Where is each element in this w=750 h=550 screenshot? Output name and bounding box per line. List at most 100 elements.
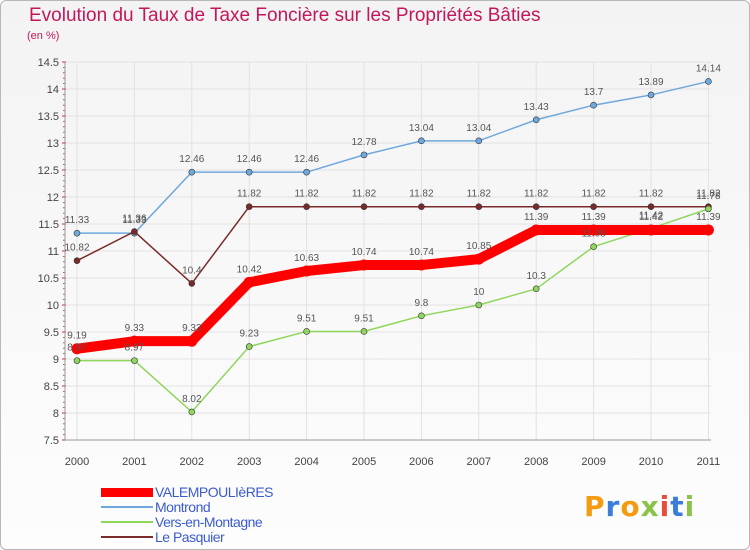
data-point-series-2: [532, 285, 540, 293]
data-label-series-0: 10.85: [466, 241, 491, 252]
data-label-series-1: 13.89: [638, 77, 663, 88]
data-label-series-1: 11.33: [65, 215, 90, 226]
data-point-series-2: [303, 328, 310, 335]
x-tick-label: 2001: [122, 456, 146, 468]
data-point-series-3: [188, 280, 196, 287]
data-label-series-1: 13.43: [524, 102, 549, 113]
logo-letter: r: [605, 490, 621, 523]
data-label-series-3: 11.82: [294, 189, 319, 200]
data-point-series-3: [418, 203, 425, 211]
logo-letter: P: [584, 490, 606, 523]
data-point-series-0: [473, 253, 485, 265]
data-point-series-2: [360, 328, 368, 335]
data-label-series-2: 9.51: [354, 313, 374, 324]
data-label-series-1: 13.04: [409, 123, 434, 134]
data-label-series-0: 9.33: [182, 323, 202, 334]
series-line-2: [76, 208, 710, 413]
y-tick-label: 13: [47, 138, 59, 150]
logo-letter: i: [659, 490, 671, 523]
data-point-series-0: [128, 335, 140, 347]
data-point-series-0: [702, 224, 714, 236]
y-tick-label: 9: [53, 354, 59, 366]
data-label-series-1: 13.7: [584, 87, 604, 98]
data-label-series-1: 13.04: [466, 123, 491, 134]
data-point-series-2: [418, 312, 425, 320]
data-label-series-2: 9.51: [297, 313, 317, 324]
data-point-series-1: [418, 137, 425, 145]
data-point-series-3: [590, 203, 597, 211]
data-label-series-0: 11.42: [639, 212, 664, 223]
x-tick-label: 2003: [237, 456, 261, 468]
x-tick-label: 2006: [409, 456, 433, 468]
series-line-3: [76, 205, 710, 285]
data-point-series-3: [532, 203, 540, 211]
data-label-series-3: 10.82: [64, 243, 89, 254]
x-tick-label: 2005: [352, 456, 376, 468]
data-label-series-0: 11.39: [524, 212, 549, 223]
data-label-series-1: 12.46: [179, 154, 204, 165]
data-point-series-3: [303, 203, 310, 211]
data-point-series-1: [360, 151, 368, 159]
data-point-series-3: [475, 203, 483, 211]
data-point-series-0: [243, 276, 255, 288]
data-label-series-2: 10: [473, 287, 485, 298]
legend-swatch: [101, 536, 153, 538]
legend-swatch: [101, 506, 153, 508]
y-tick-label: 12.5: [38, 165, 59, 177]
x-tick-label: 2007: [467, 456, 491, 468]
legend-label: VALEMPOULIèRES: [155, 484, 274, 500]
data-point-series-3: [360, 203, 368, 211]
series-line-0: [72, 224, 714, 354]
y-tick-label: 12: [47, 192, 59, 204]
x-tick-label: 2011: [697, 456, 721, 468]
data-point-series-1: [188, 168, 196, 176]
chart-unit-label: (en %): [27, 30, 60, 42]
y-tick-label: 8.5: [44, 381, 59, 393]
x-tick-label: 2009: [581, 456, 605, 468]
data-point-series-1: [475, 137, 483, 145]
data-point-series-1: [73, 229, 81, 237]
data-label-series-2: 11.08: [581, 229, 606, 240]
data-point-series-2: [705, 205, 712, 213]
proxiti-logo: Proxiti: [584, 490, 695, 523]
data-point-series-2: [188, 408, 196, 416]
legend-swatch: [101, 521, 153, 523]
data-label-series-2: 11.78: [696, 191, 721, 202]
y-tick-label: 11.5: [38, 219, 59, 231]
data-label-series-3: 10.4: [182, 265, 202, 276]
data-point-series-3: [131, 228, 138, 235]
data-label-series-2: 9.8: [414, 298, 428, 309]
data-label-series-2: 8.02: [182, 394, 202, 405]
y-tick-label: 14.5: [38, 57, 59, 69]
logo-letter: t: [670, 490, 685, 523]
data-label-series-0: 10.74: [409, 247, 434, 258]
x-tick-label: 2008: [524, 456, 548, 468]
data-label-series-3: 11.36: [122, 214, 147, 225]
data-point-series-3: [647, 203, 655, 211]
x-tick-label: 2010: [639, 456, 663, 468]
data-label-series-3: 11.82: [237, 189, 262, 200]
data-label-series-0: 10.63: [294, 253, 319, 264]
data-point-series-3: [73, 257, 81, 265]
logo-letter: i: [684, 490, 696, 523]
data-label-series-0: 9.19: [67, 331, 87, 342]
data-point-series-1: [647, 91, 655, 99]
logo-letter: x: [640, 490, 660, 523]
data-label-series-0: 11.39: [581, 212, 606, 223]
data-point-series-2: [475, 301, 483, 309]
data-label-series-3: 11.82: [352, 189, 377, 200]
series-line-1: [76, 80, 710, 234]
legend-label: Le Pasquier: [155, 529, 225, 545]
data-label-series-0: 10.74: [351, 247, 376, 258]
data-label-series-3: 11.82: [696, 189, 721, 200]
y-tick-label: 7.5: [44, 435, 59, 447]
data-point-series-2: [73, 357, 81, 364]
data-label-series-1: 14.14: [696, 63, 721, 74]
data-label-series-1: 11.33: [122, 215, 147, 226]
data-point-series-3: [245, 203, 253, 211]
data-point-series-0: [301, 265, 313, 277]
logo-letter: o: [620, 490, 641, 523]
y-tick-label: 14: [47, 84, 59, 96]
y-tick-label: 10: [47, 300, 59, 312]
